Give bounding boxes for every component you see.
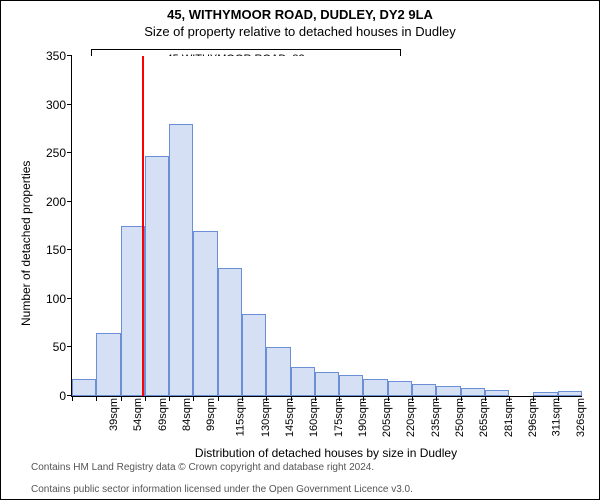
x-tick-mark — [266, 396, 267, 401]
x-tick-mark — [72, 396, 73, 401]
y-tick-label: 100 — [46, 292, 66, 306]
x-tick-mark — [558, 396, 559, 401]
plot-area: 05010015020025030035039sqm54sqm69sqm84sq… — [71, 56, 582, 397]
y-tick-label: 200 — [46, 195, 66, 209]
y-tick-mark — [67, 55, 72, 56]
x-tick-mark — [242, 396, 243, 401]
histogram-bar — [533, 392, 557, 396]
y-tick-mark — [67, 249, 72, 250]
x-tick-mark — [436, 396, 437, 401]
x-tick-mark — [485, 396, 486, 401]
y-tick-mark — [67, 104, 72, 105]
x-tick-label: 130sqm — [260, 398, 272, 437]
histogram-bar — [558, 391, 582, 396]
x-tick-label: 39sqm — [108, 398, 120, 431]
x-tick-mark — [291, 396, 292, 401]
x-tick-label: 84sqm — [181, 398, 193, 431]
histogram-bar — [363, 379, 387, 396]
y-tick-mark — [67, 201, 72, 202]
y-tick-mark — [67, 298, 72, 299]
x-tick-mark — [169, 396, 170, 401]
histogram-bar — [412, 384, 436, 396]
y-tick-mark — [67, 346, 72, 347]
x-tick-label: 99sqm — [205, 398, 217, 431]
x-tick-mark — [315, 396, 316, 401]
chart-subtitle: Size of property relative to detached ho… — [1, 24, 599, 39]
x-tick-label: 190sqm — [357, 398, 369, 437]
y-tick-mark — [67, 152, 72, 153]
x-tick-mark — [121, 396, 122, 401]
x-tick-label: 220sqm — [406, 398, 418, 437]
y-axis-label: Number of detached properties — [19, 161, 33, 326]
x-tick-mark — [509, 396, 510, 401]
x-tick-label: 69sqm — [157, 398, 169, 431]
x-tick-label: 281sqm — [503, 398, 515, 437]
histogram-bar — [485, 390, 509, 396]
histogram-bar — [145, 156, 169, 396]
x-tick-label: 296sqm — [527, 398, 539, 437]
x-tick-label: 250sqm — [454, 398, 466, 437]
chart-title: 45, WITHYMOOR ROAD, DUDLEY, DY2 9LA — [1, 7, 599, 22]
x-tick-label: 265sqm — [478, 398, 490, 437]
histogram-bar — [315, 372, 339, 396]
histogram-bar — [169, 124, 193, 396]
x-tick-label: 145sqm — [284, 398, 296, 437]
histogram-bar — [72, 379, 96, 396]
histogram-bar — [242, 314, 266, 396]
x-tick-mark — [533, 396, 534, 401]
x-tick-label: 175sqm — [333, 398, 345, 437]
x-tick-mark — [145, 396, 146, 401]
histogram-bar — [461, 388, 485, 396]
histogram-bar — [96, 333, 120, 396]
histogram-bar — [266, 347, 290, 396]
x-tick-label: 311sqm — [550, 398, 562, 436]
x-tick-mark — [218, 396, 219, 401]
copyright-text: Contains HM Land Registry data © Crown c… — [31, 451, 413, 495]
x-tick-mark — [339, 396, 340, 401]
copyright-line2: Contains public sector information licen… — [31, 484, 413, 495]
x-tick-label: 326sqm — [576, 398, 588, 437]
x-tick-label: 115sqm — [235, 398, 247, 436]
x-tick-mark — [193, 396, 194, 401]
x-tick-mark — [96, 396, 97, 401]
x-tick-label: 205sqm — [381, 398, 393, 437]
histogram-bar — [218, 268, 242, 396]
histogram-bar — [291, 367, 315, 396]
y-tick-label: 300 — [46, 98, 66, 112]
y-tick-label: 0 — [59, 389, 66, 403]
histogram-bar — [388, 381, 412, 396]
y-tick-label: 350 — [46, 49, 66, 63]
histogram-bar — [339, 375, 363, 396]
x-tick-label: 160sqm — [308, 398, 320, 437]
chart-container: { "title": "45, WITHYMOOR ROAD, DUDLEY, … — [0, 0, 600, 500]
x-tick-mark — [388, 396, 389, 401]
histogram-bar — [436, 386, 460, 396]
y-tick-label: 250 — [46, 146, 66, 160]
copyright-line1: Contains HM Land Registry data © Crown c… — [31, 462, 374, 473]
histogram-bar — [193, 231, 217, 396]
property-marker-line — [142, 56, 144, 396]
x-tick-label: 54sqm — [132, 398, 144, 431]
x-tick-mark — [363, 396, 364, 401]
x-tick-label: 235sqm — [430, 398, 442, 437]
x-tick-mark — [461, 396, 462, 401]
y-tick-label: 50 — [53, 340, 66, 354]
x-tick-mark — [412, 396, 413, 401]
y-tick-label: 150 — [46, 243, 66, 257]
